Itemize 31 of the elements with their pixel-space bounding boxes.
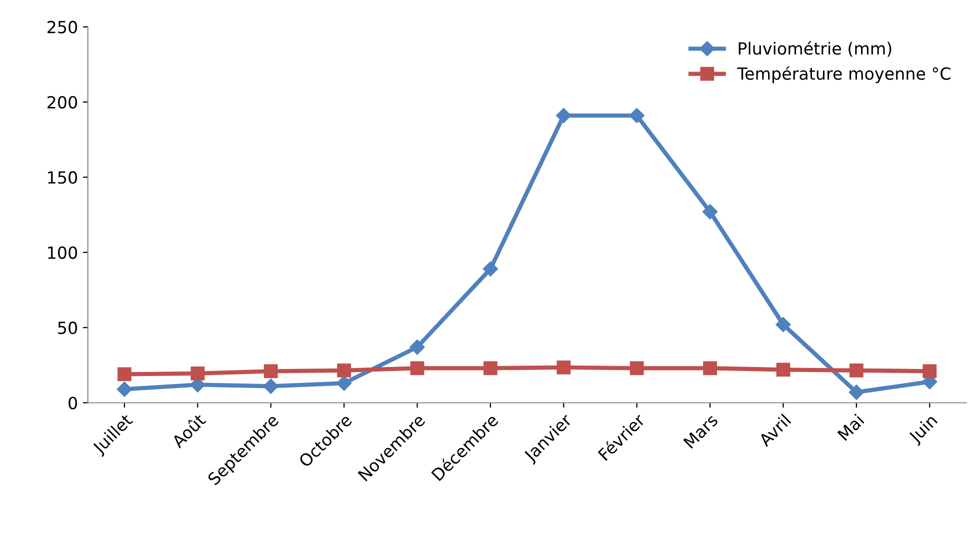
point: [336, 376, 352, 391]
point: [702, 204, 718, 220]
y-tick-label: 200: [48, 96, 78, 109]
point: [776, 362, 790, 377]
y-tick-label: 150: [48, 171, 78, 184]
x-tick-label: Mai: [836, 414, 864, 442]
point: [556, 108, 572, 124]
point: [337, 363, 351, 378]
point: [556, 360, 571, 374]
point: [264, 364, 278, 378]
point: [190, 366, 205, 380]
point: [116, 382, 132, 397]
point: [410, 361, 424, 376]
legend-label: Température moyenne °C: [737, 66, 950, 84]
point: [410, 340, 425, 355]
point: [263, 378, 278, 394]
y-tick-label: 100: [48, 246, 78, 259]
point: [776, 316, 791, 332]
point: [848, 384, 864, 400]
point: [703, 361, 717, 376]
point: [629, 108, 644, 124]
point: [482, 261, 498, 276]
legend-label: Pluviométrie (mm): [738, 41, 892, 57]
point: [483, 361, 498, 376]
point: [117, 367, 132, 382]
point: [849, 363, 864, 378]
point: [922, 364, 937, 378]
y-tick-label: 250: [48, 20, 78, 34]
y-tick-label: 50: [58, 322, 78, 334]
y-tick-label: 0: [68, 396, 78, 410]
point: [630, 361, 644, 376]
